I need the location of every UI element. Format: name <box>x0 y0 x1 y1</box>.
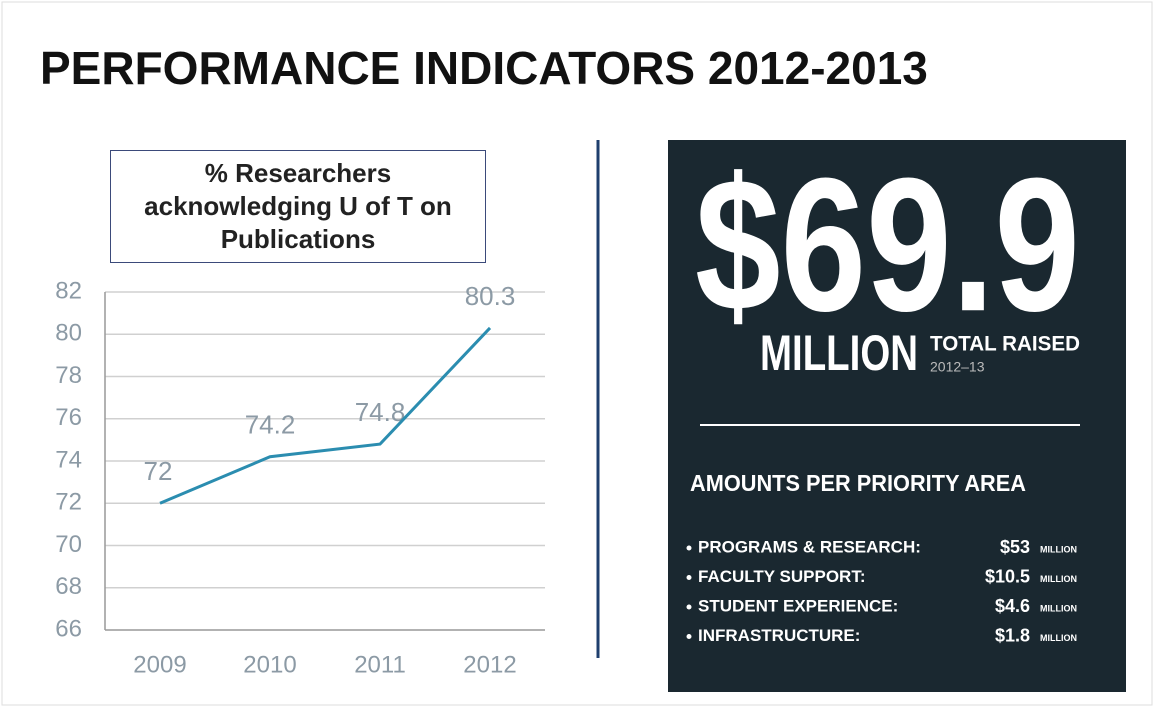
item-unit: MILLION <box>1040 603 1077 613</box>
period: 2012–13 <box>930 359 985 375</box>
data-label: 80.3 <box>465 281 516 311</box>
bullet <box>686 575 692 580</box>
item-unit: MILLION <box>1040 544 1077 554</box>
item-label: STUDENT EXPERIENCE: <box>698 596 898 615</box>
data-label: 74.8 <box>355 397 406 427</box>
total: $69.9 <box>695 139 1080 351</box>
data-label: 72 <box>144 456 173 486</box>
bullet <box>686 634 692 639</box>
heading: AMOUNTS PER PRIORITY AREA <box>690 470 1026 496</box>
y-tick-label: 68 <box>55 573 82 600</box>
y-tick-label: 72 <box>55 489 82 516</box>
item-label: FACULTY SUPPORT: <box>698 567 866 586</box>
item-unit: MILLION <box>1040 633 1077 643</box>
y-tick-label: 70 <box>55 531 82 558</box>
bullet <box>686 604 692 610</box>
y-tick-label: 66 <box>55 615 82 642</box>
x-tick-label: 2011 <box>354 651 406 678</box>
line <box>159 326 492 505</box>
bullet <box>686 545 692 551</box>
item-amount: $10.5 <box>985 566 1030 586</box>
item-unit: MILLION <box>1040 574 1077 584</box>
chart-title: % Researchers acknowledging U of T on Pu… <box>110 150 486 263</box>
total-unit: MILLION <box>760 325 918 381</box>
item-amount: $53 <box>1000 537 1030 557</box>
item-label: INFRASTRUCTURE: <box>698 626 860 645</box>
item-amount: $4.6 <box>995 596 1030 616</box>
y-tick-label: 76 <box>55 404 82 431</box>
slide-title: PERFORMANCE INDICATORS 2012-2013 <box>40 42 928 94</box>
info-panel <box>668 140 1126 692</box>
y-tick-label: 80 <box>55 320 82 347</box>
y-tick-label: 82 <box>55 277 82 304</box>
item-amount: $1.8 <box>995 625 1030 645</box>
y-tick-label: 74 <box>55 446 82 473</box>
total-caption: TOTAL RAISED <box>930 333 1080 356</box>
y-tick-label: 78 <box>55 362 82 389</box>
x-tick-label: 2010 <box>243 651 296 678</box>
data-label: 74.2 <box>245 410 296 440</box>
x-tick-label: 2012 <box>463 651 516 678</box>
x-tick-label: 2009 <box>133 651 186 678</box>
item-label: PROGRAMS & RESEARCH: <box>698 537 921 556</box>
